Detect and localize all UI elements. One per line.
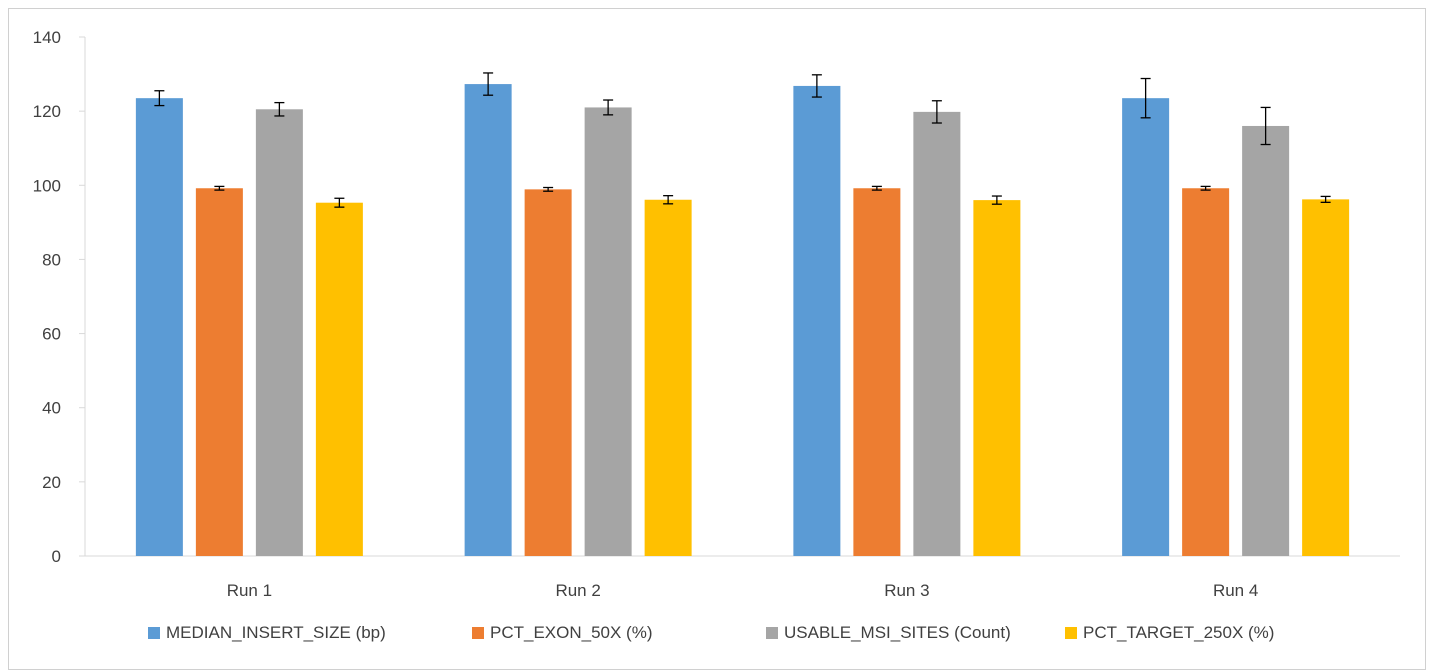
bar — [195, 188, 243, 556]
legend-label: PCT_EXON_50X (%) — [490, 623, 653, 642]
y-tick-label: 20 — [42, 473, 61, 492]
bar — [524, 189, 572, 556]
x-tick-label: Run 1 — [227, 581, 272, 600]
y-tick-label: 60 — [42, 325, 61, 344]
bar — [644, 199, 692, 556]
x-tick-label: Run 2 — [555, 581, 600, 600]
x-tick-label: Run 3 — [884, 581, 929, 600]
bar — [315, 202, 363, 556]
bar — [1242, 125, 1290, 556]
bar — [1122, 98, 1170, 557]
bar — [135, 98, 183, 557]
bar — [1302, 199, 1350, 556]
bar — [793, 85, 841, 556]
bar — [1182, 188, 1230, 556]
bar — [464, 84, 512, 556]
bar — [255, 109, 303, 557]
bar — [853, 188, 901, 556]
y-tick-label: 120 — [33, 102, 61, 121]
y-tick-label: 100 — [33, 176, 61, 195]
legend-label: PCT_TARGET_250X (%) — [1083, 623, 1274, 642]
legend-label: MEDIAN_INSERT_SIZE (bp) — [166, 623, 386, 642]
legend-swatch — [472, 627, 484, 639]
y-tick-label: 80 — [42, 250, 61, 269]
y-tick-label: 40 — [42, 399, 61, 418]
bar — [913, 111, 961, 557]
bar — [584, 107, 632, 556]
y-tick-label: 0 — [52, 547, 61, 566]
bar — [973, 200, 1021, 556]
legend-label: USABLE_MSI_SITES (Count) — [784, 623, 1011, 642]
legend-swatch — [1065, 627, 1077, 639]
legend-swatch — [766, 627, 778, 639]
x-tick-label: Run 4 — [1213, 581, 1258, 600]
y-tick-label: 140 — [33, 28, 61, 47]
legend-swatch — [148, 627, 160, 639]
